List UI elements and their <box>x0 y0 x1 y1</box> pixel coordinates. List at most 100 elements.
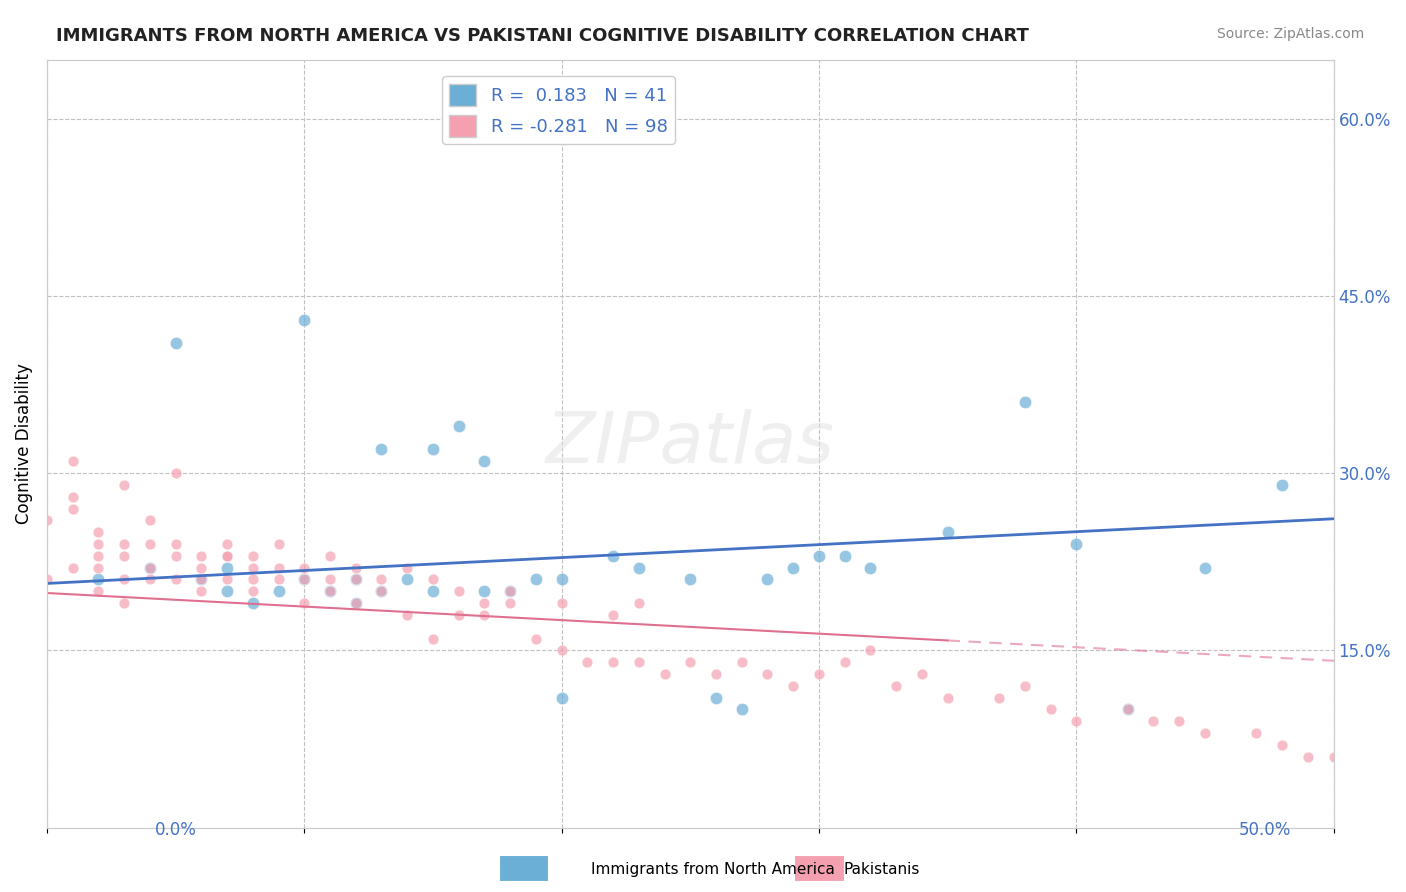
Point <box>576 655 599 669</box>
Point <box>1271 478 1294 492</box>
Point <box>319 573 342 587</box>
Point <box>215 573 238 587</box>
Point <box>1194 560 1216 574</box>
Point <box>859 643 882 657</box>
Point <box>190 573 212 587</box>
Point <box>782 560 804 574</box>
Point <box>319 584 342 599</box>
Point <box>215 584 238 599</box>
Point <box>87 573 110 587</box>
Point <box>165 336 187 351</box>
Point <box>87 560 110 574</box>
Point <box>550 643 572 657</box>
Point <box>602 655 624 669</box>
Point <box>834 549 856 563</box>
Point <box>1323 749 1346 764</box>
Point <box>602 549 624 563</box>
Point <box>370 584 392 599</box>
Point <box>139 513 162 527</box>
Point <box>396 573 419 587</box>
Point <box>344 573 367 587</box>
Y-axis label: Cognitive Disability: Cognitive Disability <box>15 363 32 524</box>
Point <box>165 537 187 551</box>
Point <box>474 454 496 468</box>
Point <box>35 573 58 587</box>
Point <box>292 573 315 587</box>
Point <box>782 679 804 693</box>
Text: Immigrants from North America: Immigrants from North America <box>591 863 834 877</box>
Point <box>731 655 754 669</box>
Point <box>1296 749 1319 764</box>
Point <box>292 560 315 574</box>
Point <box>422 632 444 646</box>
Point <box>499 584 522 599</box>
Point <box>834 655 856 669</box>
Text: 0.0%: 0.0% <box>155 821 197 838</box>
Point <box>344 560 367 574</box>
Point <box>704 667 727 681</box>
Point <box>499 596 522 610</box>
Text: Source: ZipAtlas.com: Source: ZipAtlas.com <box>1216 27 1364 41</box>
Point <box>474 596 496 610</box>
Point <box>447 584 470 599</box>
Point <box>87 525 110 540</box>
Point <box>936 525 959 540</box>
Point <box>422 573 444 587</box>
Point <box>165 466 187 480</box>
Point <box>474 584 496 599</box>
Point <box>1168 714 1191 729</box>
Point <box>139 560 162 574</box>
Point <box>62 454 84 468</box>
Point <box>679 573 702 587</box>
Point <box>602 607 624 622</box>
Text: 50.0%: 50.0% <box>1239 821 1292 838</box>
Point <box>1014 679 1036 693</box>
Point <box>1194 726 1216 740</box>
Point <box>139 573 162 587</box>
Point <box>165 549 187 563</box>
Point <box>242 573 264 587</box>
Point <box>139 537 162 551</box>
Point <box>474 607 496 622</box>
Point <box>1142 714 1164 729</box>
Point <box>112 478 135 492</box>
Point <box>654 667 676 681</box>
Point <box>215 537 238 551</box>
Point <box>550 573 572 587</box>
Point <box>911 667 934 681</box>
Point <box>267 537 290 551</box>
Point <box>1271 738 1294 752</box>
Text: ZIPatlas: ZIPatlas <box>546 409 835 478</box>
Point <box>215 560 238 574</box>
Point <box>1116 702 1139 716</box>
Point <box>756 573 779 587</box>
Point <box>756 667 779 681</box>
Point <box>936 690 959 705</box>
Point <box>1374 762 1396 776</box>
Point <box>524 632 547 646</box>
Point <box>1064 537 1087 551</box>
Point <box>242 584 264 599</box>
Point <box>447 607 470 622</box>
Point <box>242 596 264 610</box>
Point <box>319 549 342 563</box>
Point <box>35 513 58 527</box>
Point <box>87 537 110 551</box>
Point <box>1399 773 1406 788</box>
Point <box>190 584 212 599</box>
Point <box>267 584 290 599</box>
Point <box>319 584 342 599</box>
Point <box>62 560 84 574</box>
Point <box>627 560 650 574</box>
Point <box>344 596 367 610</box>
Point <box>370 442 392 457</box>
Point <box>550 596 572 610</box>
Point <box>62 490 84 504</box>
Point <box>447 418 470 433</box>
Point <box>422 442 444 457</box>
Point <box>370 584 392 599</box>
Legend: R =  0.183   N = 41, R = -0.281   N = 98: R = 0.183 N = 41, R = -0.281 N = 98 <box>441 77 675 144</box>
Point <box>267 560 290 574</box>
Point <box>112 573 135 587</box>
Point <box>807 667 830 681</box>
